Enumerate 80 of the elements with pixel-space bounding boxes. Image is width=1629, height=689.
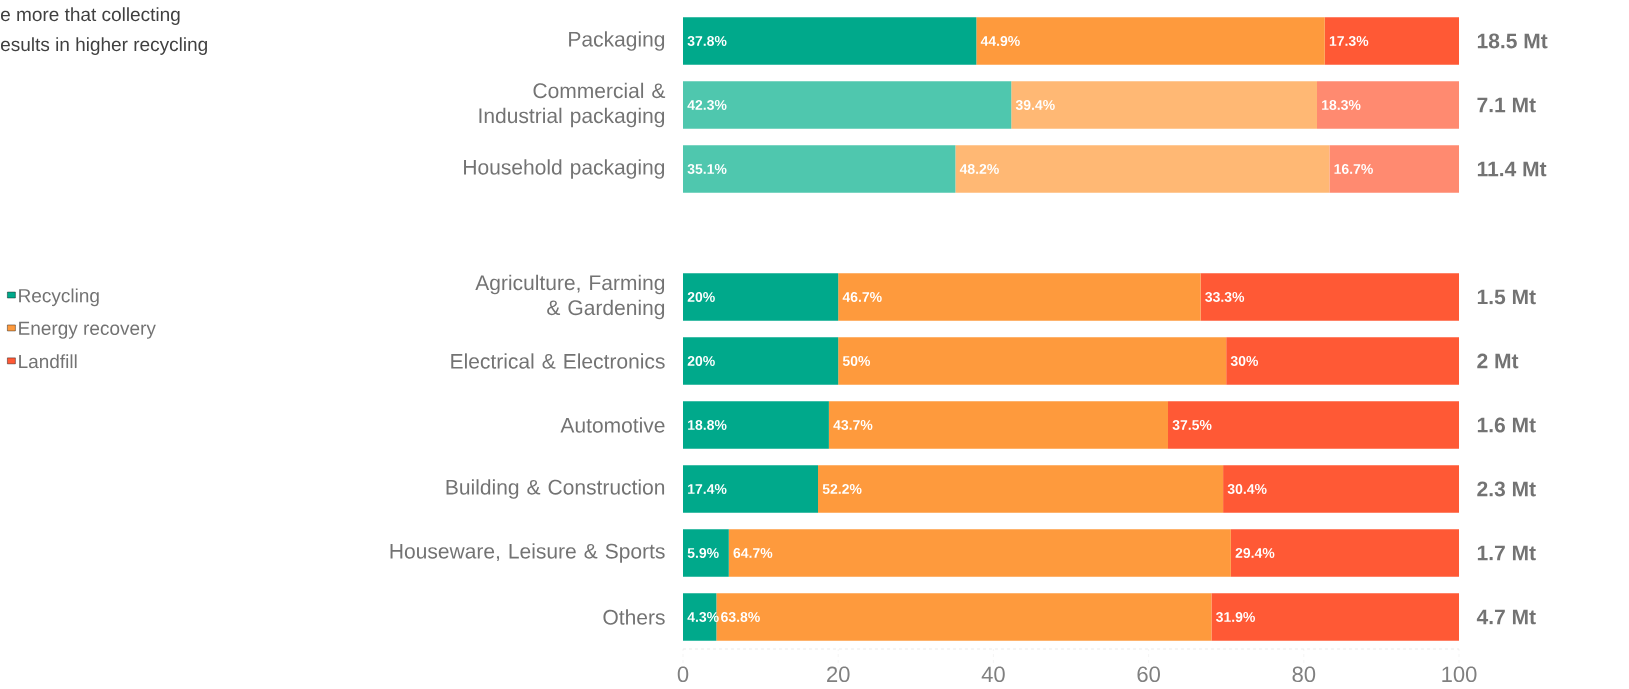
bar xyxy=(838,273,1201,321)
bar xyxy=(1329,145,1460,193)
y-tick-label: Building & Construction xyxy=(446,479,665,499)
bar xyxy=(1200,273,1460,321)
text: 18.5 Mt xyxy=(1477,33,1548,49)
y-tick-label: Electrical & Electronics xyxy=(451,353,665,369)
data-label: 29.4% xyxy=(1235,548,1275,558)
text: 1.7 Mt xyxy=(1477,545,1536,561)
bar xyxy=(683,81,1012,129)
legend-label: Landfill xyxy=(19,354,77,369)
data-label: 64.7% xyxy=(733,548,773,558)
bar xyxy=(1168,401,1460,449)
y-tick-label: Houseware, Leisure & Sports xyxy=(390,543,665,563)
text: 7.1 Mt xyxy=(1477,97,1536,113)
bar xyxy=(728,529,1231,577)
data-label: 42.3% xyxy=(687,100,727,110)
x-tick-label: 40 xyxy=(981,666,1005,683)
data-label: 46.7% xyxy=(842,292,882,302)
bar xyxy=(838,337,1227,385)
text: 4.7 Mt xyxy=(1476,609,1536,625)
bar xyxy=(976,17,1325,65)
y-tick-label: Automotive xyxy=(560,417,665,433)
bar xyxy=(1223,465,1460,513)
text: esults in higher recycling xyxy=(1,37,207,55)
y-tick-label: Agriculture, Farming & Gardening xyxy=(475,274,665,320)
bar xyxy=(683,465,819,513)
legend-label: Recycling xyxy=(19,288,99,307)
data-label: 37.5% xyxy=(1172,420,1212,430)
data-label: 16.7% xyxy=(1334,164,1373,174)
bar xyxy=(1226,337,1460,385)
data-label: 18.3% xyxy=(1322,100,1361,110)
bar xyxy=(955,145,1330,193)
bar xyxy=(818,465,1224,513)
bar xyxy=(1317,81,1460,129)
data-label: 39.4% xyxy=(1015,100,1055,110)
data-label: 18.8% xyxy=(688,420,727,430)
x-tick-label: 60 xyxy=(1137,666,1160,683)
data-label: 37.8% xyxy=(687,36,727,46)
data-label: 5.9% xyxy=(687,548,719,558)
bar xyxy=(1230,529,1460,577)
bar xyxy=(683,273,839,321)
data-label: 63.8% xyxy=(721,612,760,622)
data-label: 33.3% xyxy=(1205,292,1245,302)
data-label: 30% xyxy=(1230,356,1259,366)
bar xyxy=(683,145,956,193)
x-tick-label: 80 xyxy=(1292,666,1316,683)
y-tick-label: Packaging xyxy=(569,31,665,51)
x-tick-label: 100 xyxy=(1442,666,1477,683)
bar xyxy=(683,529,729,577)
bar xyxy=(1324,17,1460,65)
x-tick-label: 20 xyxy=(827,666,850,683)
bar xyxy=(683,337,839,385)
bar xyxy=(1211,593,1460,641)
data-label: 52.2% xyxy=(822,484,862,494)
bar xyxy=(828,401,1169,449)
data-label: 17.3% xyxy=(1329,36,1369,46)
legend-label: Energy recovery xyxy=(19,321,156,339)
data-label: 44.9% xyxy=(980,36,1020,46)
text: 2 Mt xyxy=(1477,353,1519,369)
data-label: 20% xyxy=(687,292,715,302)
y-tick-label: Household packaging xyxy=(464,159,665,179)
y-tick-label: Commercial & Industrial packaging xyxy=(479,82,666,128)
data-label: 17.4% xyxy=(688,484,727,494)
x-tick-label: 0 xyxy=(677,666,689,683)
data-label: 48.2% xyxy=(959,164,999,174)
bar xyxy=(683,401,829,449)
data-label: 30.4% xyxy=(1227,484,1267,494)
data-label: 43.7% xyxy=(833,420,873,430)
text: 2.3 Mt xyxy=(1477,481,1536,497)
bar xyxy=(1011,81,1317,129)
text: 1.5 Mt xyxy=(1477,289,1536,305)
data-label: 50% xyxy=(842,356,871,366)
data-label: 35.1% xyxy=(687,164,727,174)
data-label: 20% xyxy=(687,356,715,366)
text: 11.4 Mt xyxy=(1477,161,1547,177)
y-tick-label: Others xyxy=(603,609,665,625)
bar xyxy=(683,17,977,65)
data-label: 31.9% xyxy=(1215,612,1255,622)
text: e more that collecting xyxy=(1,7,180,25)
text: 1.6 Mt xyxy=(1477,417,1536,433)
